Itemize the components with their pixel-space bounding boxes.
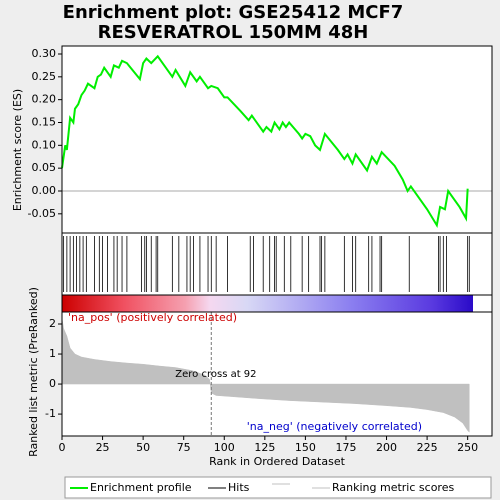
y-tick-label: 0.15 [32,115,57,128]
x-tick-label: 225 [417,441,438,454]
x-tick-label: 175 [335,441,356,454]
x-tick-label: 250 [457,441,478,454]
y-tick-label: 0.00 [32,184,57,197]
x-tick-label: 25 [96,441,110,454]
y-tick-label: -1 [45,407,56,420]
chart-title: Enrichment plot: GSE25412 MCF7 [63,2,404,23]
y-tick-label: 0.25 [32,70,57,83]
panel-frame [61,311,493,437]
x-tick-label: 100 [214,441,235,454]
y-tick-label: 1 [49,347,56,360]
zero-cross-label: Zero cross at 92 [175,369,256,380]
y-tick-label: 0.30 [32,47,57,60]
y-tick-label: 0.20 [32,93,57,106]
x-tick-label: 75 [177,441,191,454]
x-tick-label: 200 [376,441,397,454]
y-tick-label: 0.05 [32,161,57,174]
legend-label: Enrichment profile [90,481,192,494]
y-tick-label: 0.10 [32,138,57,151]
x-tick-label: 50 [136,441,150,454]
y-tick-label: -0.05 [28,207,56,220]
y-axis-label: Ranked list metric (PreRanked) [27,287,40,457]
y-tick-label: 2 [49,317,56,330]
legend-label: Hits [228,481,250,494]
legend [64,476,492,499]
neg-label: 'na_neg' (negatively correlated) [247,420,422,433]
pos-label: 'na_pos' (positively correlated) [68,311,237,324]
y-axis-label: Enrichment score (ES) [11,89,24,211]
x-tick-label: 150 [295,441,316,454]
legend-label: Ranking metric scores [332,481,454,494]
y-tick-label: 0 [49,377,56,390]
x-axis-label: Rank in Ordered Dataset [209,455,346,468]
chart-title: RESVERATROL 150MM 48H [98,22,369,43]
x-tick-label: 0 [59,441,66,454]
x-tick-label: 125 [254,441,275,454]
color-bar [62,295,473,312]
enrichment-profile [61,54,469,229]
